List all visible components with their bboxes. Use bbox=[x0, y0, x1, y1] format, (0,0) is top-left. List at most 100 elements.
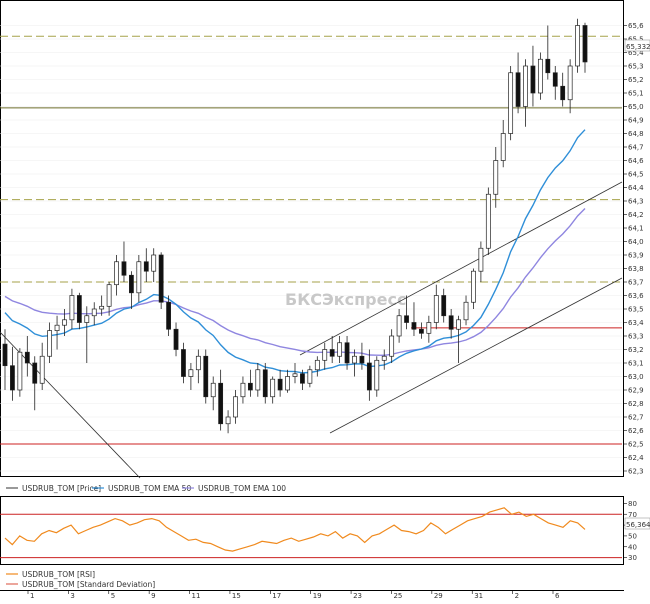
rsi-last-label: 56,3649 bbox=[626, 521, 650, 529]
x-tick-label: 15 bbox=[232, 592, 241, 600]
candle-body bbox=[344, 342, 350, 364]
legend-std-text: USDRUB_TOM [Standard Deviation] bbox=[22, 580, 155, 589]
candle-body bbox=[381, 355, 387, 361]
trend-line-descending bbox=[0, 331, 141, 479]
candle-body bbox=[552, 72, 558, 87]
x-tick-label: 1 bbox=[30, 592, 34, 600]
candle-body bbox=[307, 369, 313, 384]
price-tick-label: 65,1 bbox=[628, 90, 644, 98]
last-price-box bbox=[624, 39, 650, 52]
rsi-tick-label: 30 bbox=[628, 554, 637, 562]
candle-body bbox=[173, 328, 179, 350]
last-price-label: 65,3325 bbox=[626, 43, 650, 51]
legend-ema50-text: USDRUB_TOM EMA 50 bbox=[108, 484, 191, 493]
candle-body bbox=[456, 319, 461, 330]
candle-body bbox=[292, 373, 298, 377]
candle-body bbox=[218, 382, 224, 425]
candle-body bbox=[2, 343, 8, 367]
candle-body bbox=[62, 319, 67, 326]
x-tick-label: 25 bbox=[393, 592, 402, 600]
candle-body bbox=[203, 355, 209, 398]
candle-body bbox=[508, 72, 514, 134]
candle-body bbox=[91, 308, 97, 317]
price-tick-label: 62,8 bbox=[628, 400, 644, 408]
x-tick-label: 5 bbox=[111, 592, 115, 600]
candle-body bbox=[255, 369, 261, 391]
candle-body bbox=[485, 193, 491, 249]
candle-body bbox=[471, 270, 476, 303]
x-tick-label: 3 bbox=[70, 592, 74, 600]
candle-body bbox=[270, 378, 276, 398]
x-tick-label: 11 bbox=[192, 592, 201, 600]
candle-body bbox=[277, 378, 283, 391]
price-tick-label: 65,5 bbox=[628, 36, 644, 44]
price-tick-label: 63,8 bbox=[628, 265, 644, 273]
price-tick-label: 62,9 bbox=[628, 387, 644, 395]
rsi-tick-label: 40 bbox=[628, 543, 637, 551]
price-tick-label: 64,5 bbox=[628, 171, 644, 179]
candle-body bbox=[314, 359, 320, 371]
rsi-path bbox=[4, 507, 586, 552]
candle-body bbox=[233, 396, 238, 418]
candle-body bbox=[247, 382, 253, 391]
candle-body bbox=[195, 355, 201, 371]
candle-body bbox=[54, 324, 60, 331]
candle-body bbox=[106, 284, 112, 307]
candle-body bbox=[366, 362, 372, 391]
price-tick-label: 65,3 bbox=[628, 63, 644, 71]
trend-lines bbox=[0, 181, 623, 479]
price-tick-label: 63,4 bbox=[628, 319, 644, 327]
candle-body bbox=[76, 295, 82, 323]
price-tick-label: 63,2 bbox=[628, 346, 644, 354]
candle-body bbox=[567, 65, 573, 101]
price-tick-label: 64,6 bbox=[628, 157, 644, 165]
candle-body bbox=[419, 328, 424, 334]
candle-body bbox=[17, 351, 23, 391]
rsi-panel-border bbox=[0, 496, 624, 565]
price-tick-label: 62,3 bbox=[628, 468, 644, 476]
rsi-grid bbox=[0, 513, 622, 559]
legend-ema100-text: USDRUB_TOM EMA 100 bbox=[198, 484, 286, 493]
candle-body bbox=[166, 301, 171, 330]
candle-body bbox=[337, 342, 343, 357]
candle-body bbox=[322, 349, 328, 361]
candle-body bbox=[374, 359, 380, 391]
rsi-line bbox=[4, 507, 586, 552]
price-axis: 65,6 65,5 65,4 65,3 65,2 65,1 65,0 64,9 64,8 64,7… bbox=[623, 22, 644, 476]
candles bbox=[2, 18, 588, 434]
candle-body bbox=[69, 295, 75, 321]
candle-body bbox=[389, 335, 395, 357]
channel-lower-line bbox=[329, 277, 623, 434]
candle-body bbox=[151, 254, 157, 272]
candle-body bbox=[121, 261, 127, 276]
x-tick-label: 23 bbox=[353, 592, 362, 600]
candle-body bbox=[352, 355, 357, 364]
candle-body bbox=[433, 295, 439, 323]
price-tick-label: 64,4 bbox=[628, 184, 644, 192]
candle-body bbox=[99, 305, 105, 310]
candle-body bbox=[181, 349, 186, 377]
rsi-axis: 807060504030 bbox=[623, 500, 637, 562]
candle-body bbox=[10, 365, 15, 391]
price-tick-label: 63,1 bbox=[628, 360, 644, 368]
candle-body bbox=[129, 274, 134, 294]
x-tick-label: 9 bbox=[151, 592, 155, 600]
candle-body bbox=[404, 315, 409, 323]
candle-body bbox=[136, 261, 142, 294]
candle-body bbox=[210, 382, 216, 398]
price-tick-label: 65,4 bbox=[628, 49, 644, 57]
price-tick-label: 64,1 bbox=[628, 225, 644, 233]
watermark: БКСЭкспресс bbox=[285, 290, 406, 309]
price-tick-label: 62,4 bbox=[628, 454, 644, 462]
price-tick-label: 64,7 bbox=[628, 144, 644, 152]
price-tick-label: 64,9 bbox=[628, 117, 644, 125]
candle-body bbox=[530, 65, 536, 94]
candle-body bbox=[225, 416, 231, 425]
candle-body bbox=[575, 25, 580, 67]
candle-body bbox=[537, 58, 543, 94]
rsi-last-box bbox=[624, 517, 650, 530]
rsi-last-tag: 56,3649 bbox=[624, 517, 650, 530]
x-tick-label: 19 bbox=[313, 592, 322, 600]
price-tick-label: 65,6 bbox=[628, 22, 644, 30]
